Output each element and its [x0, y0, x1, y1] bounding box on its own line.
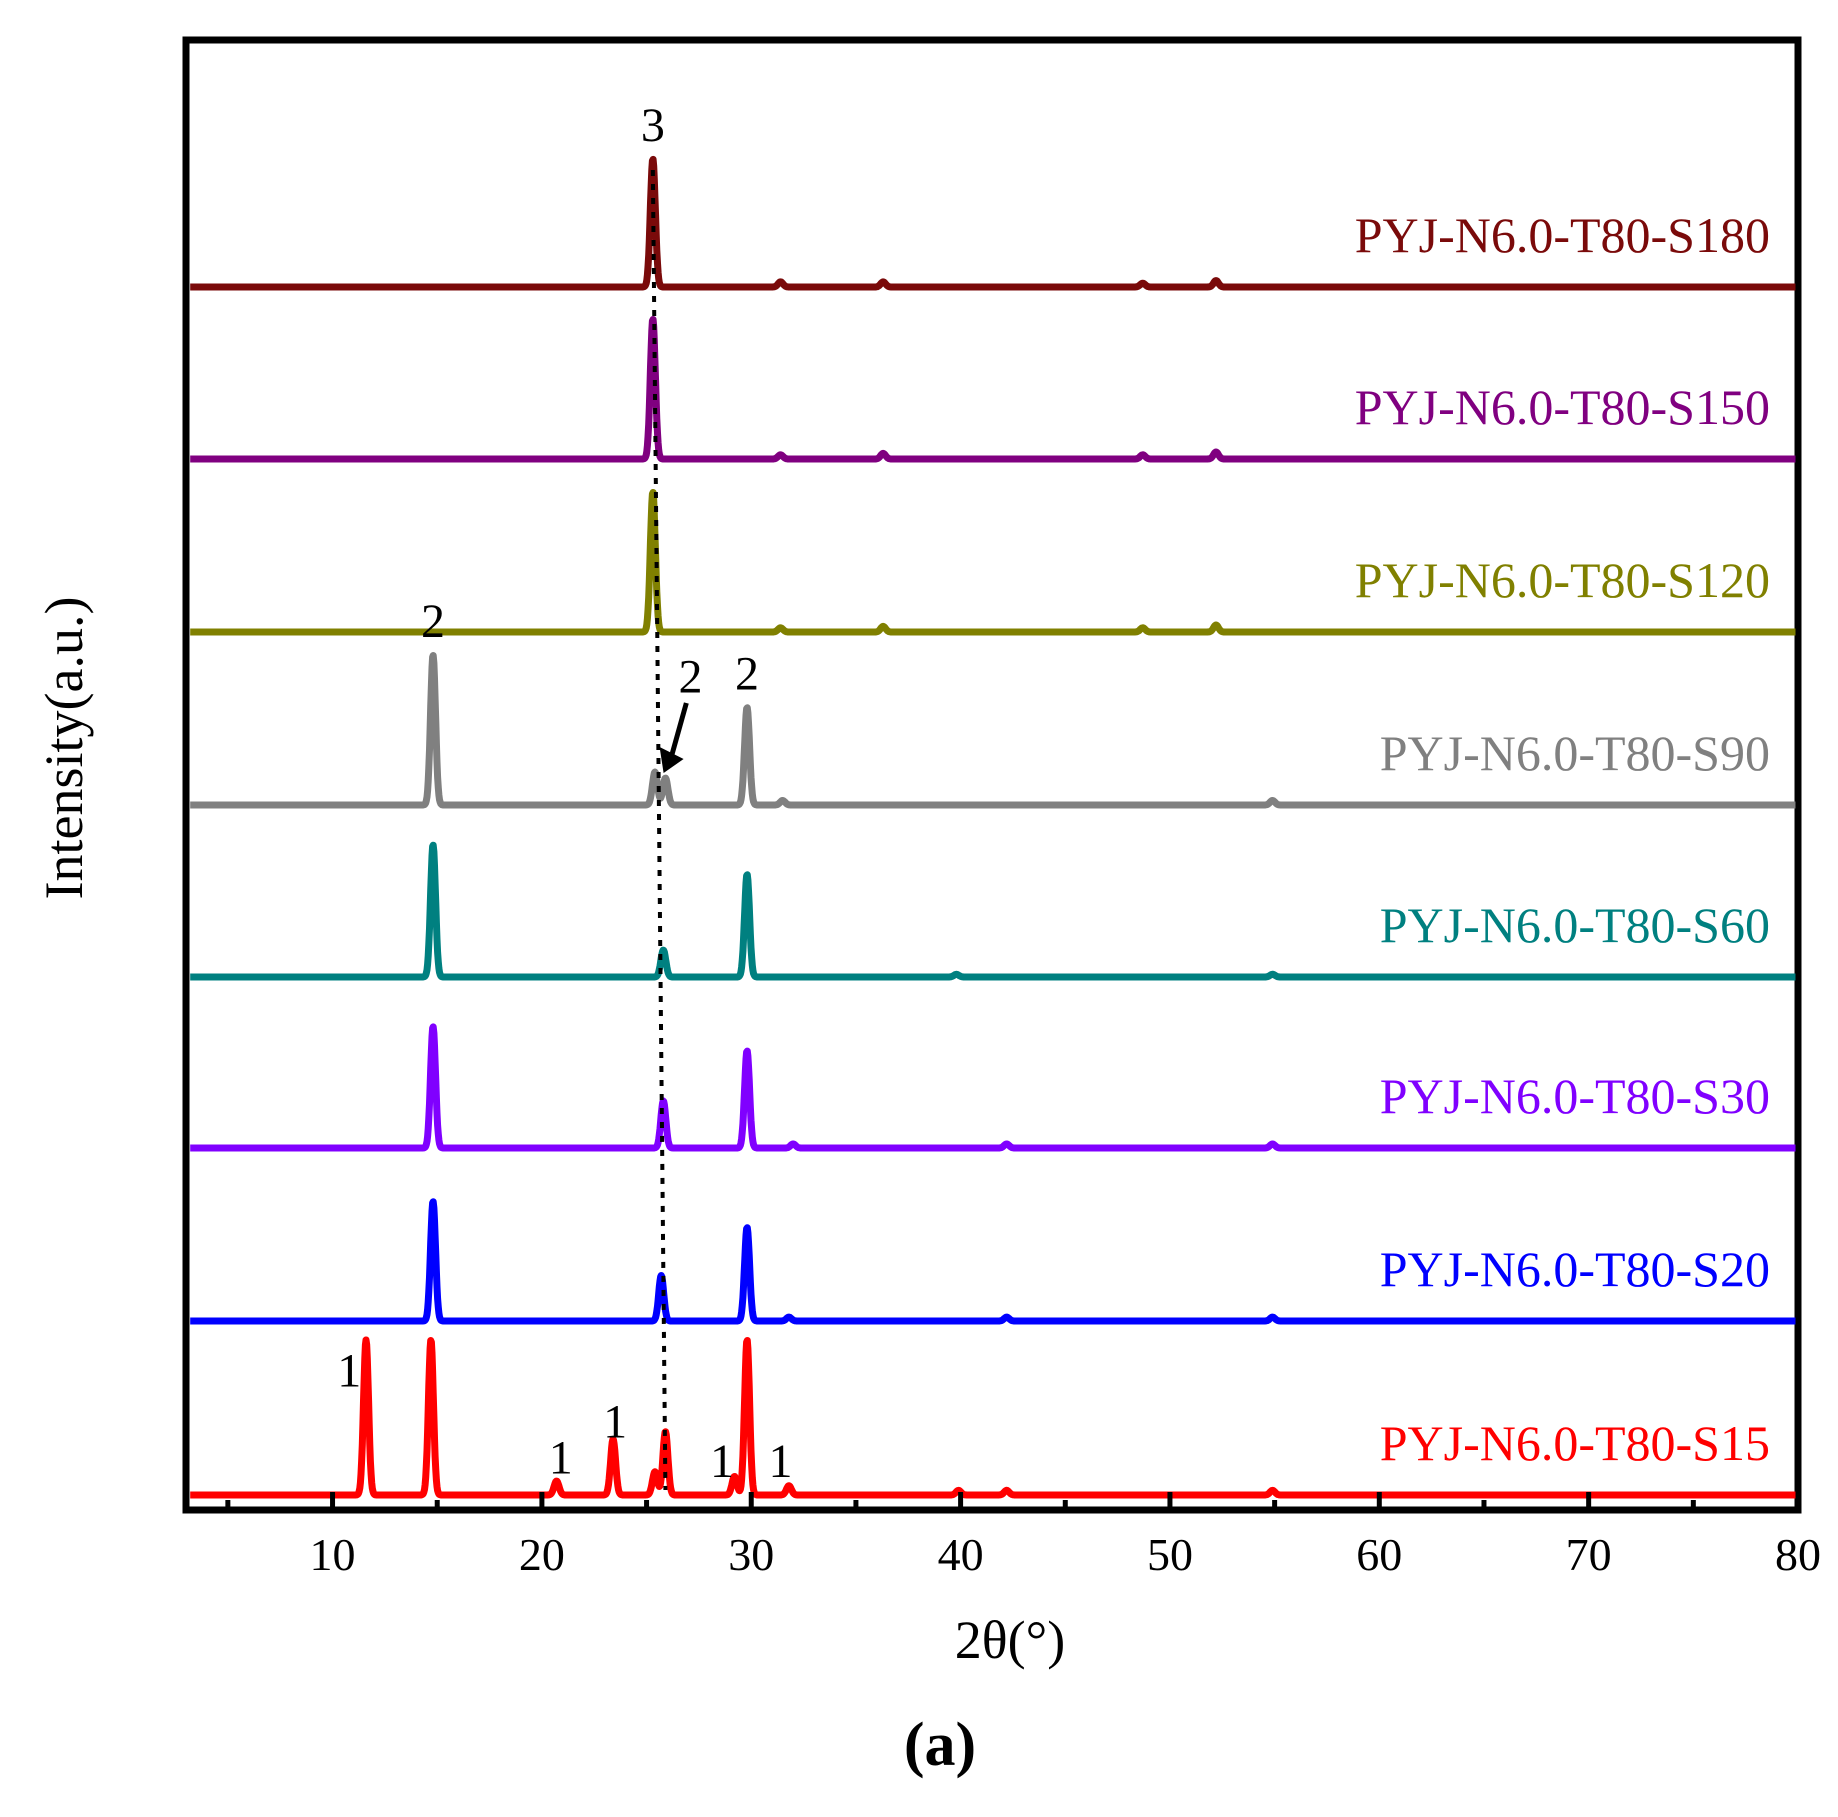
series-line-PYJ-N6.0-T80-S15 — [187, 1336, 1799, 1499]
peak-annotation: 1 — [549, 1432, 573, 1485]
peak-annotation: 1 — [337, 1345, 361, 1398]
plot-border — [182, 36, 1802, 1514]
peak-annotation: 1 — [710, 1435, 734, 1488]
x-axis: 10 20 30 40 50 60 70 80 — [225, 1492, 1821, 1580]
series-line-PYJ-N6.0-T80-S30 — [187, 1023, 1799, 1152]
peak-annotation: 3 — [641, 99, 665, 152]
series-label: PYJ-N6.0-T80-S30 — [1380, 1068, 1770, 1124]
y-axis-title: Intensity(a.u.) — [34, 597, 94, 900]
series-line-PYJ-N6.0-T80-S120 — [187, 489, 1799, 636]
series-line-PYJ-N6.0-T80-S180 — [187, 155, 1799, 291]
x-tick-label: 60 — [1356, 1529, 1402, 1580]
series-label: PYJ-N6.0-T80-S15 — [1380, 1415, 1770, 1471]
x-tick-label: 70 — [1566, 1529, 1612, 1580]
x-tick-label: 30 — [728, 1529, 774, 1580]
peak-annotation: 2 — [735, 648, 759, 701]
dotted-guide-line — [650, 169, 668, 1491]
series-label: PYJ-N6.0-T80-S90 — [1380, 725, 1770, 781]
series-line-PYJ-N6.0-T80-S20 — [187, 1198, 1799, 1325]
x-tick-label: 50 — [1147, 1529, 1193, 1580]
panel-label: (a) — [904, 1711, 976, 1779]
series-line-PYJ-N6.0-T80-S90 — [187, 652, 1799, 809]
peak-annotation: 2 — [421, 595, 445, 648]
series-label: PYJ-N6.0-T80-S60 — [1380, 897, 1770, 953]
x-tick-label: 20 — [519, 1529, 565, 1580]
series-labels: PYJ-N6.0-T80-S180 PYJ-N6.0-T80-S150 PYJ-N6… — [1355, 207, 1770, 1471]
series-line-PYJ-N6.0-T80-S150 — [187, 316, 1799, 463]
series-label: PYJ-N6.0-T80-S180 — [1355, 207, 1770, 263]
plot-frame — [182, 36, 1802, 1514]
series-label: PYJ-N6.0-T80-S120 — [1355, 552, 1770, 608]
x-tick-label: 40 — [938, 1529, 984, 1580]
guide-line — [650, 169, 668, 1491]
x-tick-label: 10 — [310, 1529, 356, 1580]
series-line-PYJ-N6.0-T80-S60 — [187, 841, 1799, 981]
annotation-arrow-shaft — [667, 702, 689, 764]
series-label: PYJ-N6.0-T80-S20 — [1380, 1241, 1770, 1297]
annotation-arrow-head — [659, 747, 684, 773]
peak-annotation: 2 — [679, 651, 703, 704]
series-label: PYJ-N6.0-T80-S150 — [1355, 379, 1770, 435]
peak-annotation: 1 — [769, 1435, 793, 1488]
peak-annotation: 1 — [603, 1396, 627, 1449]
series-lines — [187, 155, 1799, 1499]
x-tick-label: 80 — [1775, 1529, 1821, 1580]
x-axis-title: 2θ(°) — [955, 1610, 1065, 1670]
